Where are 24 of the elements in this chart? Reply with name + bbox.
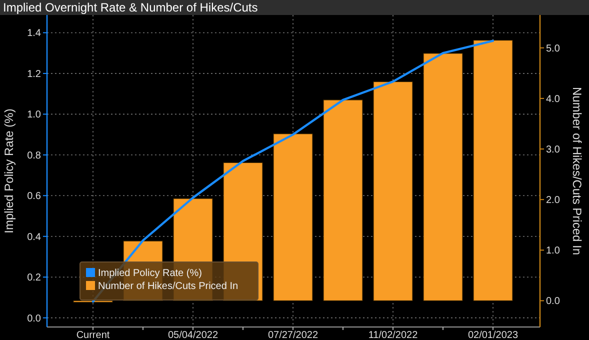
y-tick-label: 1.4 — [27, 28, 42, 40]
x-tick-label: Current — [76, 330, 110, 340]
x-tick-label: 07/27/2022 — [268, 330, 318, 340]
x-tick-label: 05/04/2022 — [168, 330, 218, 340]
y2-tick-label: 0.0 — [546, 296, 560, 308]
legend-label: Implied Policy Rate (%) — [98, 268, 202, 279]
y-axis-title: Implied Policy Rate (%) — [2, 108, 16, 234]
chart-title: Implied Overnight Rate & Number of Hikes/Cuts — [3, 0, 258, 14]
y2-tick-label: 3.0 — [546, 144, 560, 156]
x-tick-label: 11/02/2022 — [368, 330, 418, 340]
y-tick-label: 1.0 — [27, 110, 42, 121]
y2-tick-label: 5.0 — [546, 43, 560, 54]
y-tick-label: 0.6 — [27, 191, 42, 202]
x-tick-label: 02/01/2023 — [468, 330, 518, 340]
y2-tick-label: 4.0 — [546, 94, 560, 105]
y-tick-label: 1.2 — [27, 68, 42, 80]
legend-label: Number of Hikes/Cuts Priced In — [98, 281, 238, 292]
y-tick-label: 0.2 — [27, 272, 42, 284]
y2-tick-label: 2.0 — [546, 195, 560, 206]
y2-axis-title: Number of Hikes/Cuts Priced In — [570, 86, 584, 256]
y-tick-label: 0.4 — [27, 232, 42, 243]
y2-tick-label: 1.0 — [546, 246, 560, 257]
y-tick-label: 0.0 — [27, 313, 42, 324]
y-tick-label: 0.8 — [27, 150, 42, 162]
